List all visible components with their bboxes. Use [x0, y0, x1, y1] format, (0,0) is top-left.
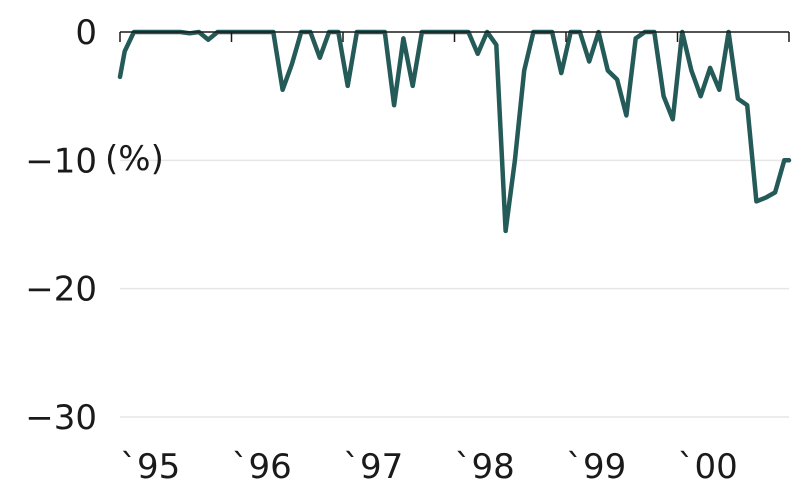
x-tick-label: `95	[120, 447, 180, 487]
series-line-0	[117, 29, 792, 234]
gridlines	[120, 159, 789, 418]
y-tick-label: −30	[25, 398, 97, 438]
x-tick-label: `99	[566, 447, 626, 487]
y-tick-label: 0	[75, 13, 97, 53]
x-tick-label: `00	[678, 447, 738, 487]
series-layer	[117, 29, 792, 234]
y-tick-label: −20	[25, 270, 97, 310]
x-axis	[119, 31, 790, 42]
x-tick-label: `97	[343, 447, 403, 487]
y-unit-label: (%)	[105, 139, 164, 179]
y-tick-label: −10	[25, 141, 97, 181]
x-tick-label: `98	[455, 447, 515, 487]
x-tick-label: `96	[232, 447, 292, 487]
y-axis-labels: 0 −10 −20 −30	[25, 13, 97, 438]
x-axis-labels: `95 `96 `97 `98 `99 `00	[120, 447, 738, 487]
